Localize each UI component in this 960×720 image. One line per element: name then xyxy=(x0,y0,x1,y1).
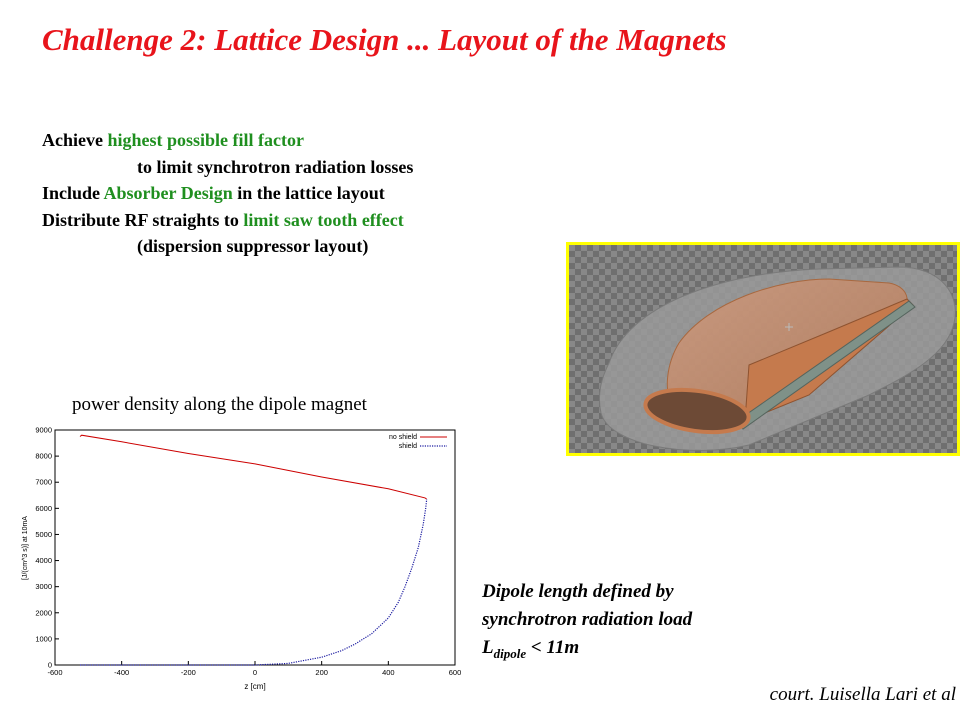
plot-caption: power density along the dipole magnet xyxy=(72,394,367,415)
bullet-text: Include xyxy=(42,183,104,203)
bullet-text: to limit synchrotron radiation losses xyxy=(137,156,414,177)
y-tick-label: 4000 xyxy=(35,556,52,565)
series-no-shield-line xyxy=(79,434,428,500)
legend-label-shield: shield xyxy=(399,443,417,450)
slide-title: Challenge 2: Lattice Design ... Layout o… xyxy=(42,22,727,57)
bullet-line: Achieve highest possible fill factor xyxy=(42,127,413,154)
x-tick-label: 0 xyxy=(253,668,257,677)
y-tick-label: 8000 xyxy=(35,452,52,461)
y-axis-label: [J/(cm^3 s)] at 10mA xyxy=(22,516,29,580)
y-tick-label: 0 xyxy=(48,661,52,670)
y-tick-label: 1000 xyxy=(35,634,52,643)
highlighted-phrase: limit saw tooth effect xyxy=(243,209,404,230)
bullet-text: (dispersion suppressor layout) xyxy=(137,236,369,256)
legend-label-no-shield: no shield xyxy=(389,434,417,441)
length-limit: < 11m xyxy=(526,637,580,658)
y-tick-label: 6000 xyxy=(35,504,52,513)
y-tick-label: 3000 xyxy=(35,582,52,591)
note-line-2: synchrotron radiation load xyxy=(482,609,693,630)
bullet-line: to limit synchrotron radiation losses xyxy=(42,154,413,181)
y-tick-label: 2000 xyxy=(35,608,52,617)
dipole-length-note: Dipole length defined by synchrotron rad… xyxy=(482,578,692,668)
y-tick-label: 5000 xyxy=(35,530,52,539)
y-axis-ticks: 0 1000 2000 3000 4000 5000 6000 7000 8000 9000 xyxy=(35,426,59,670)
note-line-3: Ldipole < 11m xyxy=(482,634,692,668)
bullet-text: Distribute RF straights to xyxy=(42,209,244,230)
magnet-absorber-illustration xyxy=(569,245,957,453)
credit-line: court. Luisella Lari et al xyxy=(769,684,956,705)
legend: no shield shield xyxy=(389,434,447,450)
bullet-line: (dispersion suppressor layout) xyxy=(42,233,413,260)
x-tick-label: 600 xyxy=(449,668,462,677)
y-tick-label: 7000 xyxy=(35,478,52,487)
highlighted-phrase: highest possible fill factor xyxy=(107,130,304,150)
length-subscript: dipole xyxy=(493,645,527,661)
beam-pipe-opening xyxy=(643,387,751,435)
bullet-line: Include Absorber Design in the lattice l… xyxy=(42,180,413,207)
x-axis-ticks: -600 -400 -200 0 200 400 600 xyxy=(47,661,461,677)
x-tick-label: -600 xyxy=(47,668,62,677)
note-line-1: Dipole length defined by xyxy=(482,581,674,602)
plot-frame xyxy=(54,429,456,666)
x-tick-label: 200 xyxy=(315,668,328,677)
bullet-list: Achieve highest possible fill factor to l… xyxy=(42,127,413,260)
y-tick-label: 9000 xyxy=(35,426,52,435)
absorber-3d-render xyxy=(566,242,960,456)
x-axis-label: z [cm] xyxy=(244,682,265,691)
x-tick-label: -200 xyxy=(181,668,196,677)
bullet-text: Achieve xyxy=(42,130,108,150)
x-tick-label: 400 xyxy=(382,668,395,677)
bullet-text: in the lattice layout xyxy=(232,183,385,203)
length-symbol: L xyxy=(482,637,494,658)
bullet-line: Distribute RF straights to limit saw too… xyxy=(42,207,413,234)
crosshair-marker xyxy=(785,323,793,331)
x-tick-label: -400 xyxy=(114,668,129,677)
series-shield-line xyxy=(80,499,428,666)
highlighted-phrase: Absorber Design xyxy=(103,183,233,203)
